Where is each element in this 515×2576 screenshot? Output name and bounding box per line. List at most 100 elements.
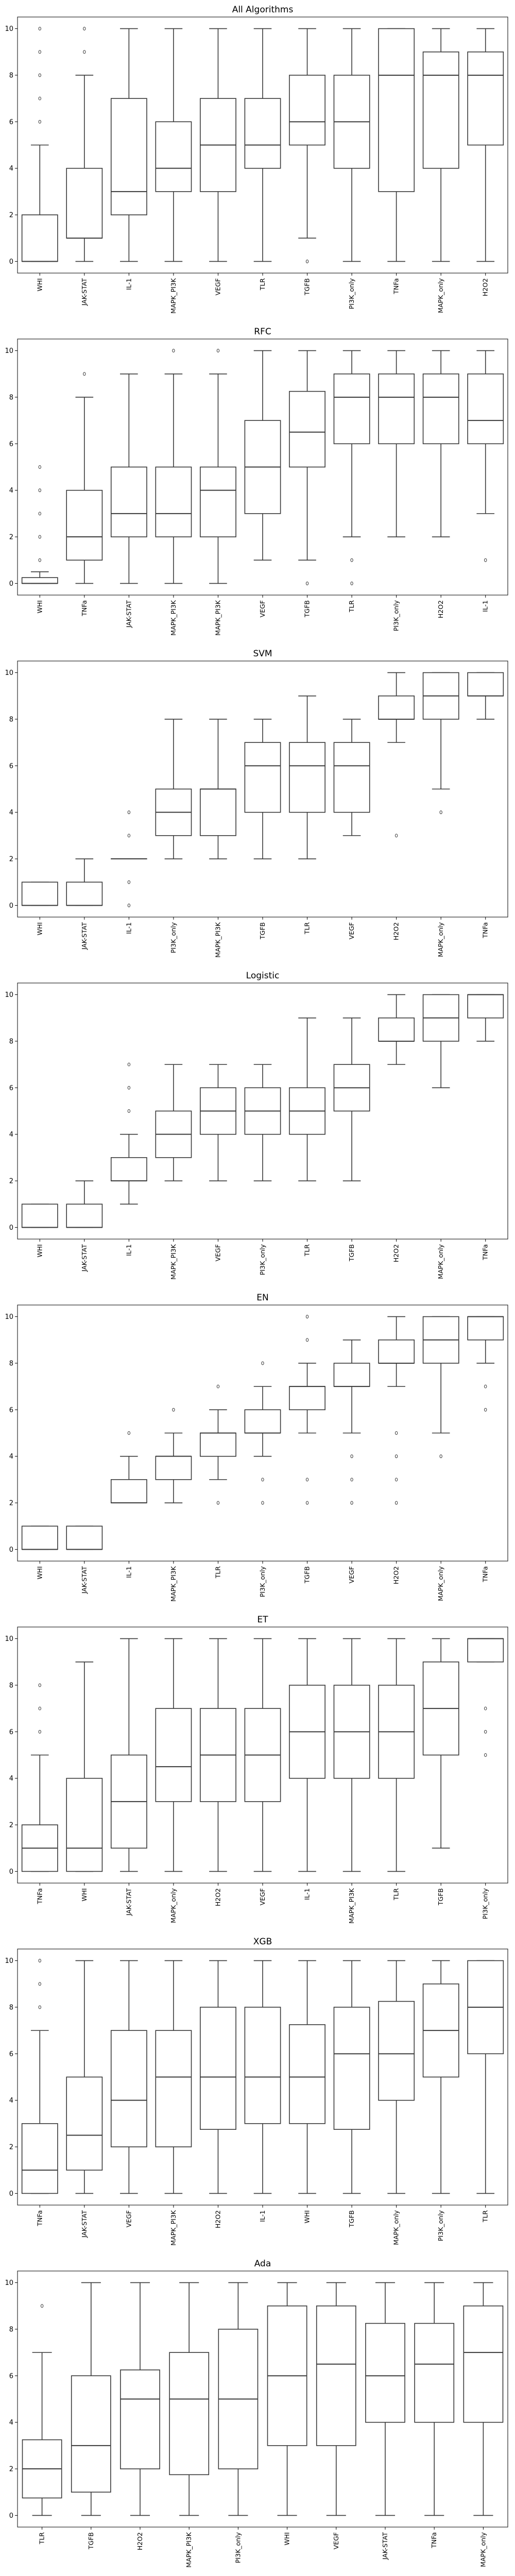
- chart-title: Ada: [254, 2259, 271, 2269]
- y-tick-label: 2: [9, 1178, 13, 1185]
- box-group: [378, 672, 415, 838]
- iqr-box: [289, 75, 325, 146]
- box-group: [66, 27, 103, 262]
- iqr-box: [467, 672, 504, 697]
- iqr-box: [244, 1409, 281, 1434]
- chart-title: Logistic: [246, 971, 280, 981]
- box-group: [66, 1960, 103, 2194]
- x-tick-label: MAPK_PI3K: [214, 600, 221, 635]
- outlier-point: [484, 1384, 487, 1388]
- x-tick-label: TLR: [259, 278, 266, 291]
- chart-panel: Logistic 0 2 4 6 8 10 WHI JAK-STAT IL-1 MAPK_PI3K V…: [5, 971, 508, 1280]
- y-tick-label: 6: [9, 118, 13, 126]
- x-tick-label: WHI: [80, 1888, 88, 1901]
- iqr-box: [467, 994, 504, 1019]
- x-tick-label: MAPK_only: [437, 922, 444, 957]
- x-tick-label: JAK-STAT: [80, 922, 88, 951]
- x-tick-label: JAK-STAT: [381, 2532, 389, 2561]
- x-tick-label: H2O2: [136, 2532, 144, 2550]
- x-tick-label: H2O2: [214, 2210, 221, 2228]
- iqr-box: [289, 391, 325, 468]
- outlier-point: [38, 50, 41, 54]
- iqr-box: [21, 577, 58, 584]
- iqr-box: [200, 1432, 236, 1457]
- iqr-box: [467, 51, 504, 146]
- box-group: [66, 858, 103, 906]
- y-tick-label: 6: [9, 2050, 13, 2058]
- y-tick-label: 10: [5, 1635, 13, 1643]
- iqr-box: [66, 489, 103, 561]
- iqr-box: [110, 98, 147, 215]
- box-group: [378, 1638, 415, 1872]
- y-tick-label: 8: [9, 1682, 13, 1689]
- box-group: [333, 1638, 370, 1872]
- x-tick-label: TLR: [303, 1244, 311, 1257]
- y-tick-label: 8: [9, 1038, 13, 1045]
- outlier-point: [305, 1501, 309, 1505]
- outlier-point: [439, 1454, 442, 1459]
- outlier-point: [305, 581, 309, 585]
- iqr-box: [155, 466, 192, 537]
- y-tick-label: 4: [9, 809, 13, 817]
- box-group: [155, 1408, 192, 1503]
- box-group: [467, 1316, 504, 1412]
- iqr-box: [110, 466, 147, 537]
- y-tick-label: 2: [9, 2144, 13, 2151]
- x-tick-label: JAK-STAT: [80, 2210, 88, 2239]
- x-tick-label: H2O2: [482, 278, 489, 296]
- iqr-box: [66, 2076, 103, 2171]
- outlier-point: [350, 1454, 353, 1459]
- y-tick-label: 6: [9, 1728, 13, 1736]
- box-group: [333, 719, 370, 836]
- x-tick-label: TLR: [303, 922, 311, 935]
- iqr-box: [66, 1204, 103, 1228]
- box-group: [333, 350, 370, 585]
- box-group: [267, 2282, 307, 2516]
- outlier-point: [38, 1959, 41, 1963]
- y-tick-label: 0: [9, 1868, 13, 1876]
- x-tick-label: H2O2: [392, 922, 400, 940]
- iqr-box: [155, 1708, 192, 1802]
- iqr-box: [169, 2352, 210, 2476]
- outlier-point: [305, 1478, 309, 1482]
- y-tick-label: 8: [9, 2326, 13, 2333]
- y-tick-label: 10: [5, 1313, 13, 1321]
- box-group: [200, 349, 236, 584]
- box-group: [378, 1316, 415, 1505]
- box-group: [289, 1315, 325, 1505]
- x-tick-label: WHI: [36, 922, 43, 935]
- x-tick-label: TGFB: [303, 600, 311, 618]
- x-tick-label: TGFB: [348, 1244, 355, 1262]
- iqr-box: [21, 1204, 58, 1228]
- box-group: [200, 1064, 236, 1181]
- x-tick-label: MAPK_PI3K: [169, 600, 177, 635]
- x-tick-label: WHI: [36, 1566, 43, 1579]
- outlier-point: [172, 349, 175, 353]
- box-group: [120, 2282, 160, 2516]
- x-tick-label: IL-1: [125, 1244, 132, 1256]
- y-tick-label: 2: [9, 1500, 13, 1507]
- box-group: [333, 1339, 370, 1505]
- chart-panel: XGB 0 2 4 6 8 10 TNFa JAK-STAT VEGF MAPK_PI3K H2O2 I…: [5, 1937, 508, 2246]
- x-tick-label: TGFB: [437, 1888, 444, 1906]
- y-tick-label: 4: [9, 1453, 13, 1461]
- x-tick-label: H2O2: [437, 600, 444, 618]
- x-tick-label: MAPK_PI3K: [185, 2532, 193, 2567]
- outlier-point: [484, 1753, 487, 1757]
- y-tick-label: 0: [9, 902, 13, 910]
- iqr-box: [244, 98, 281, 169]
- box-group: [200, 28, 236, 262]
- iqr-box: [316, 2305, 356, 2446]
- outlier-point: [350, 581, 353, 585]
- chart-panel: Ada 0 2 4 6 8 10 TLR TGFB H2O2 MAPK_PI3K PI3K_only W…: [5, 2259, 508, 2568]
- iqr-box: [289, 1386, 325, 1411]
- y-tick-label: 6: [9, 762, 13, 770]
- box-group: [110, 28, 147, 262]
- x-tick-label: MAPK_only: [437, 1566, 444, 1601]
- iqr-box: [422, 51, 459, 169]
- x-tick-label: JAK-STAT: [125, 600, 132, 629]
- iqr-box: [463, 2305, 504, 2423]
- x-tick-label: IL-1: [482, 600, 489, 612]
- y-tick-label: 10: [5, 347, 13, 355]
- iqr-box: [21, 1526, 58, 1550]
